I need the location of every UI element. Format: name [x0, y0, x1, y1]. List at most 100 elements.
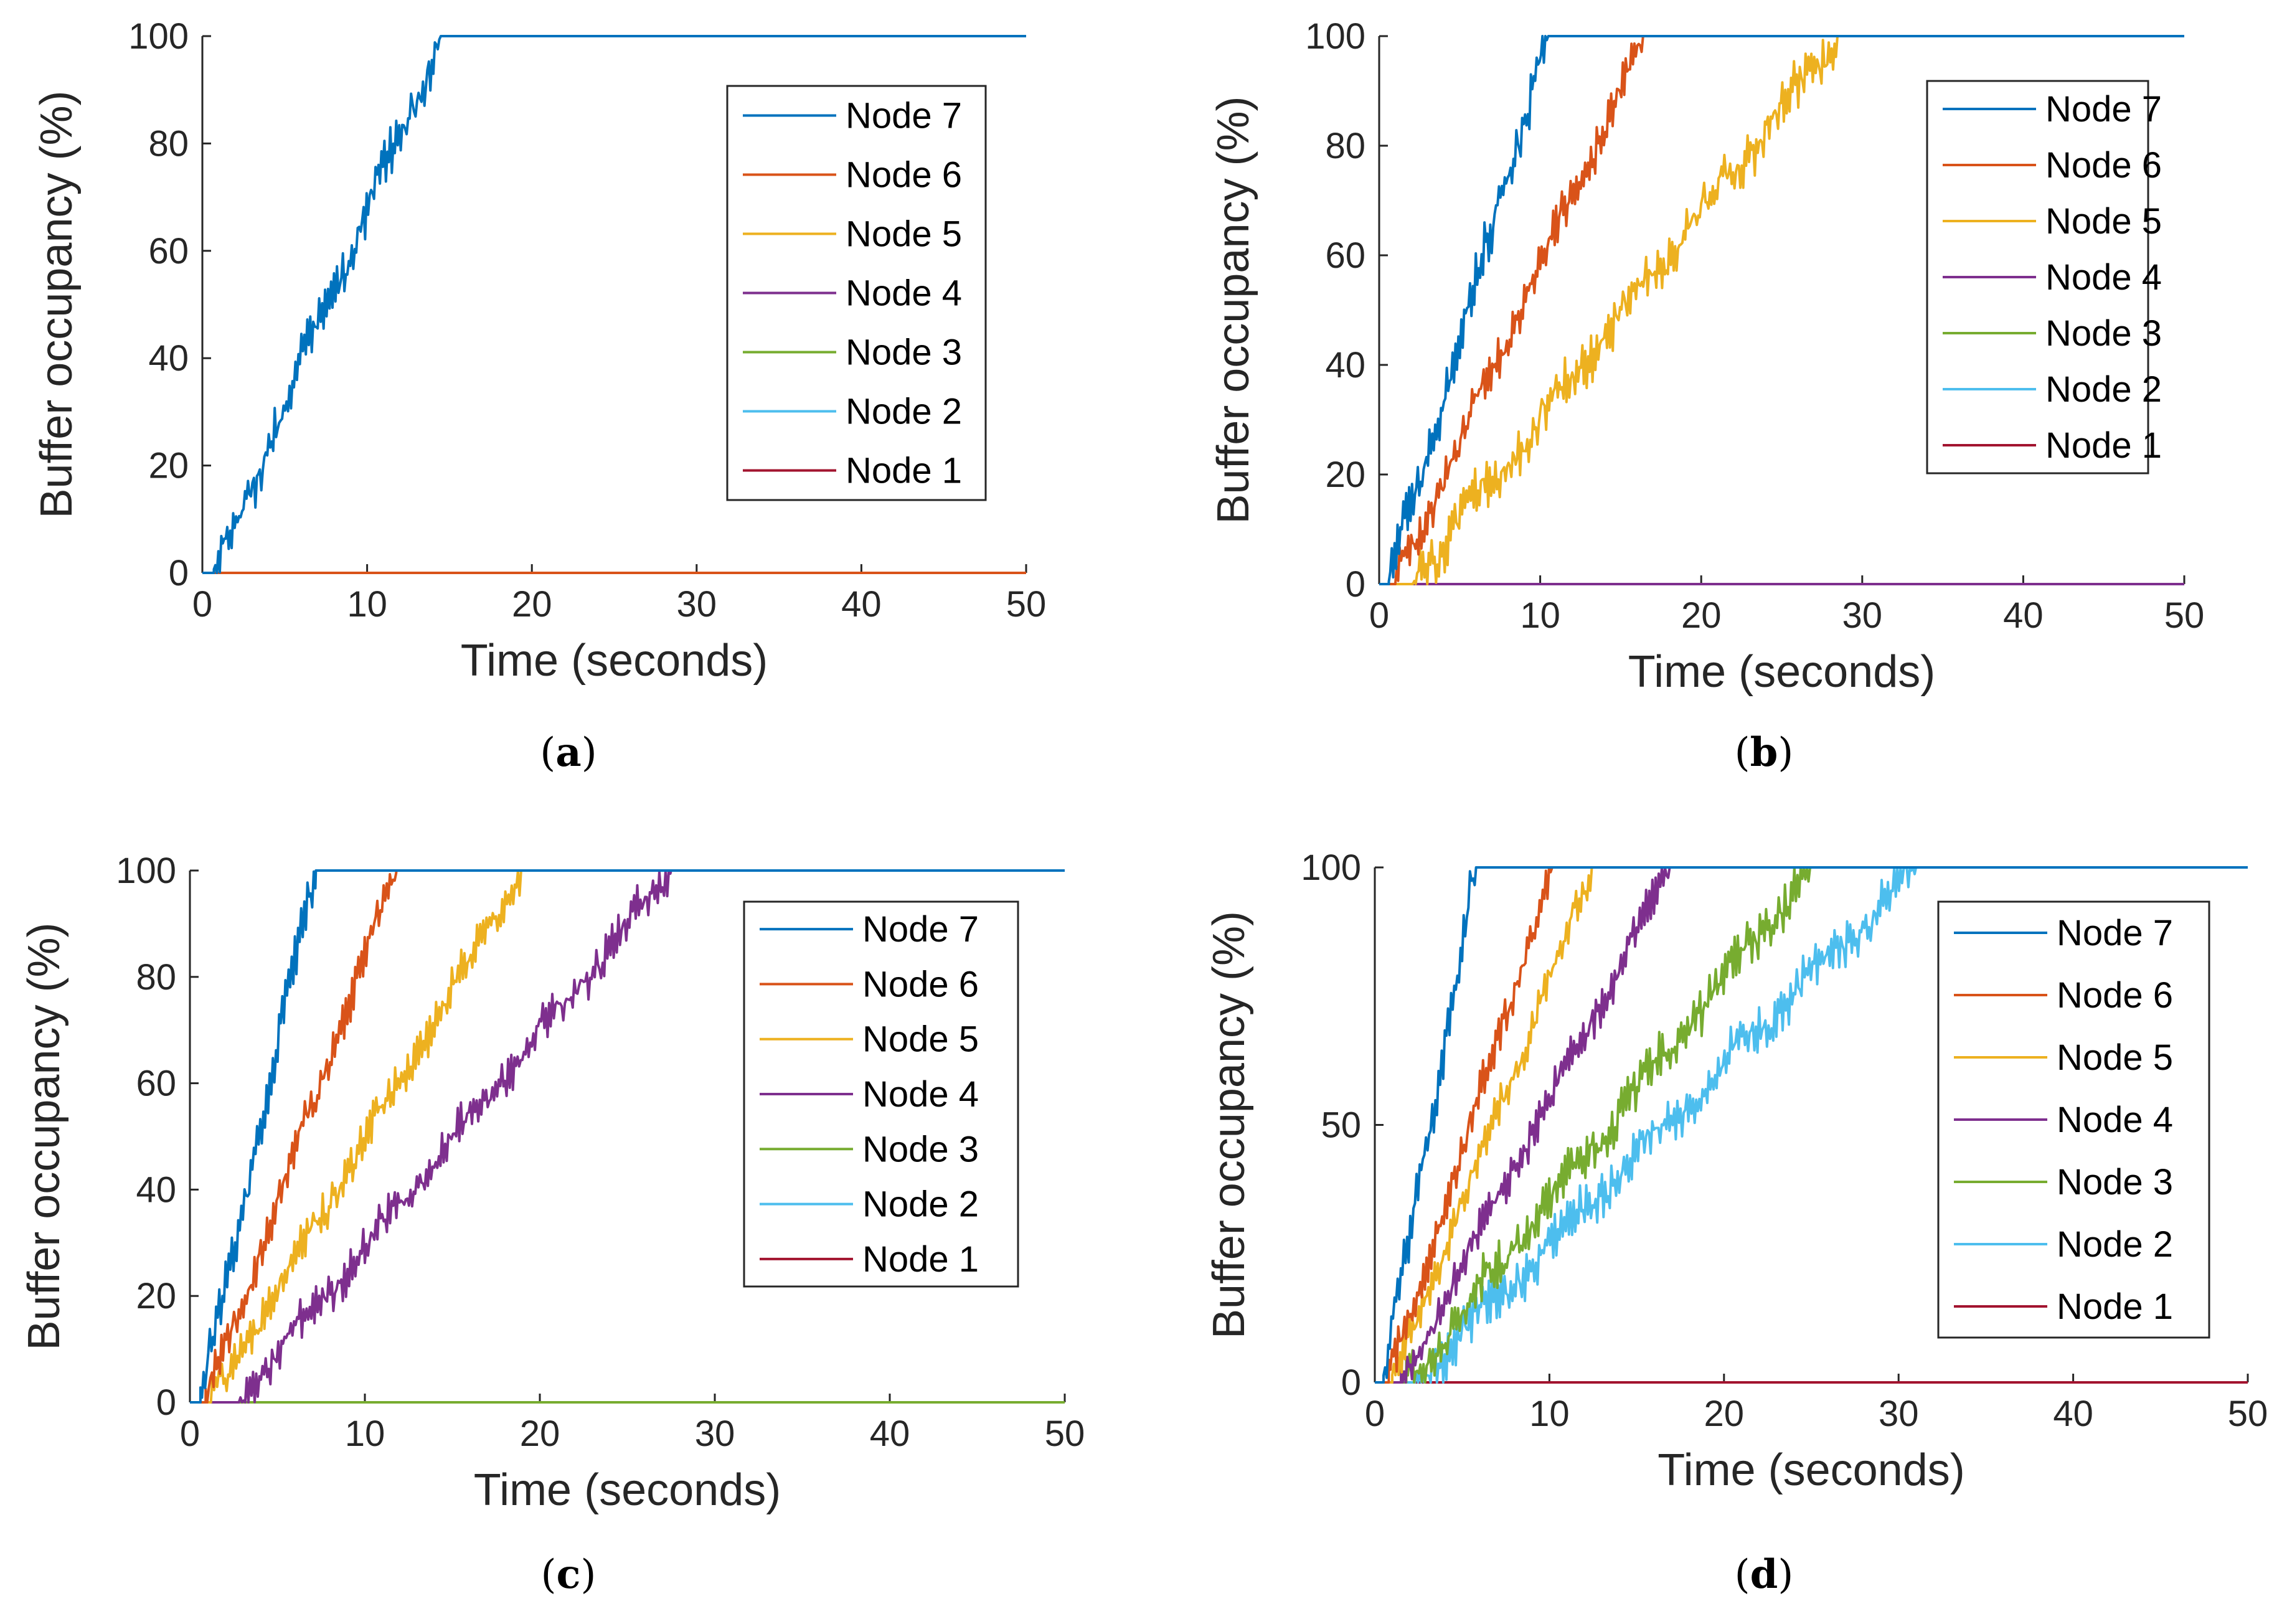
- series-line-node-5: [1375, 866, 2248, 1384]
- y-tick-label: 80: [136, 957, 176, 998]
- y-tick-label: 40: [1325, 345, 1365, 385]
- y-tick-label: 0: [1346, 564, 1365, 605]
- y-axis-label: Buffer occupancy (%): [1204, 911, 1254, 1339]
- legend-label: Node 5: [2045, 201, 2162, 242]
- legend: Node 7 Node 6 Node 5 Node 4 Node 3 Node 2 Node…: [743, 900, 1019, 1288]
- legend-label: Node 5: [2057, 1037, 2173, 1078]
- y-tick-label: 0: [1341, 1362, 1361, 1403]
- chart-panel-a: 0 10 20 30 40 50 0 20 40 60 80 100 Time (seconds) Buf…: [32, 16, 1046, 776]
- x-axis-label: Time (seconds): [1628, 647, 1935, 697]
- y-tick-label: 50: [1321, 1105, 1361, 1146]
- x-axis-label: Time (seconds): [1657, 1445, 1964, 1495]
- legend-label: Node 7: [846, 96, 962, 136]
- legend-label: Node 4: [846, 273, 962, 314]
- legend-label: Node 4: [2045, 257, 2162, 298]
- legend-label: Node 2: [846, 392, 962, 432]
- panel-label: (d): [1735, 1551, 1794, 1598]
- series-line-node-5: [190, 869, 1065, 1404]
- y-tick-label: 100: [116, 851, 176, 891]
- legend-label: Node 3: [862, 1129, 979, 1169]
- y-tick-label: 20: [148, 446, 189, 486]
- x-tick-label: 50: [1045, 1414, 1085, 1454]
- y-tick-label: 60: [136, 1064, 176, 1104]
- series-line-node-3: [1375, 866, 2248, 1384]
- series-line-node-7: [202, 35, 1026, 574]
- y-tick-label: 100: [1301, 847, 1361, 888]
- legend-label: Node 7: [2057, 913, 2173, 953]
- legend-label: Node 2: [2045, 369, 2162, 410]
- x-axis-label: Time (seconds): [474, 1465, 781, 1515]
- x-tick-label: 40: [2053, 1394, 2093, 1434]
- x-tick-label: 20: [520, 1414, 560, 1454]
- chart-panel-b: 0 10 20 30 40 50 0 20 40 60 80 100 Time (seconds) Buf…: [1209, 16, 2204, 776]
- legend-label: Node 1: [2045, 425, 2162, 466]
- x-tick-label: 0: [1365, 1394, 1385, 1434]
- series-line-node-7: [1375, 866, 2248, 1384]
- series-line-node-6: [1379, 35, 2184, 585]
- y-tick-label: 80: [148, 123, 189, 164]
- x-tick-label: 40: [841, 584, 882, 625]
- panel-label: (c): [541, 1551, 597, 1598]
- legend-label: Node 4: [862, 1074, 979, 1115]
- y-axis-label: Buffer occupancy (%): [32, 91, 82, 519]
- legend-label: Node 1: [846, 451, 962, 491]
- legend-label: Node 3: [2045, 313, 2162, 354]
- series-line-node-6: [1375, 866, 2248, 1384]
- legend-label: Node 1: [862, 1239, 979, 1280]
- x-tick-label: 10: [1520, 595, 1560, 636]
- legend-label: Node 3: [2057, 1162, 2173, 1202]
- series-line-node-2: [1375, 866, 2248, 1384]
- y-tick-label: 100: [1305, 16, 1365, 57]
- legend-label: Node 5: [862, 1019, 979, 1060]
- y-tick-label: 20: [136, 1276, 176, 1316]
- x-tick-label: 20: [1704, 1394, 1745, 1434]
- panel-label: (a): [540, 729, 597, 776]
- y-axis-label: Buffer occupancy (%): [19, 923, 69, 1351]
- x-tick-label: 40: [870, 1414, 910, 1454]
- legend: Node 7 Node 6 Node 5 Node 4 Node 3 Node 2 Node…: [1926, 80, 2162, 474]
- chart-panel-d: 0 10 20 30 40 50 0 50 100 Time (seconds) Buffer oc…: [1204, 847, 2268, 1598]
- legend-label: Node 3: [846, 333, 962, 373]
- y-tick-label: 80: [1325, 126, 1365, 166]
- y-tick-label: 0: [169, 553, 189, 593]
- x-tick-label: 50: [2228, 1394, 2268, 1434]
- series-line-node-6: [190, 869, 1065, 1404]
- x-tick-label: 50: [1006, 584, 1047, 625]
- legend-label: Node 6: [2057, 975, 2173, 1016]
- y-tick-label: 20: [1325, 455, 1365, 495]
- x-tick-label: 50: [2164, 595, 2205, 636]
- x-tick-label: 30: [695, 1414, 735, 1454]
- legend-label: Node 2: [862, 1184, 979, 1225]
- y-tick-label: 60: [1325, 235, 1365, 276]
- y-tick-label: 60: [148, 231, 189, 271]
- legend-label: Node 5: [846, 214, 962, 255]
- x-tick-label: 10: [1529, 1394, 1570, 1434]
- chart-panel-c: 0 10 20 30 40 50 0 20 40 60 80 100 Time (seconds) Buf…: [19, 851, 1085, 1598]
- x-tick-label: 20: [1681, 595, 1722, 636]
- legend-label: Node 7: [862, 909, 979, 950]
- x-tick-label: 30: [1842, 595, 1883, 636]
- legend-label: Node 6: [846, 155, 962, 196]
- series-line-node-4: [1375, 866, 2248, 1384]
- x-tick-label: 20: [512, 584, 552, 625]
- x-axis-label: Time (seconds): [461, 636, 768, 686]
- legend: Node 7 Node 6 Node 5 Node 4 Node 3 Node 2 Node…: [726, 85, 987, 501]
- y-tick-label: 40: [148, 338, 189, 379]
- x-tick-label: 10: [347, 584, 387, 625]
- series-line-node-7: [1379, 35, 2184, 585]
- legend-label: Node 7: [2045, 89, 2162, 130]
- y-tick-label: 40: [136, 1169, 176, 1210]
- legend: Node 7 Node 6 Node 5 Node 4 Node 3 Node 2 Node…: [1937, 900, 2210, 1339]
- legend-label: Node 1: [2057, 1286, 2173, 1327]
- x-tick-label: 40: [2003, 595, 2044, 636]
- x-tick-label: 30: [1879, 1394, 1919, 1434]
- series-line-node-7: [190, 869, 1065, 1404]
- y-tick-label: 0: [156, 1382, 176, 1423]
- series-line-node-4: [190, 869, 1065, 1404]
- x-tick-label: 0: [180, 1414, 200, 1454]
- series-line-node-5: [1379, 35, 2184, 585]
- x-tick-label: 30: [677, 584, 717, 625]
- x-tick-label: 0: [1369, 595, 1389, 636]
- y-tick-label: 100: [128, 16, 189, 57]
